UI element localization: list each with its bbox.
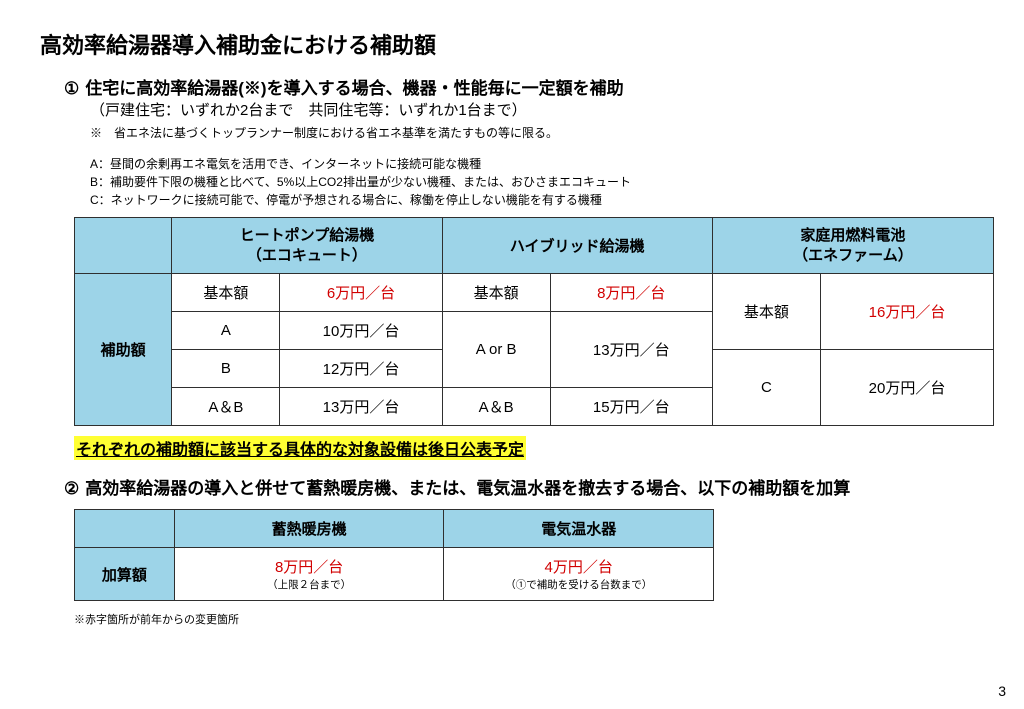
addition-table: 蓄熱暖房機 電気温水器 加算額 8万円／台 （上限２台まで） 4万円／台 （①で… [74,509,714,601]
page-title: 高効率給湯器導入補助金における補助額 [40,28,984,60]
item1-subline: （戸建住宅：いずれか2台まで 共同住宅等：いずれか1台まで） [90,99,984,120]
section-1: ① 住宅に高効率給湯器(※)を導入する場合、機器・性能毎に一定額を補助 （戸建住… [40,74,984,627]
item2-number: ② [64,479,79,499]
footnote: ※赤字箇所が前年からの変更箇所 [74,611,984,627]
cell-label: A＆B [442,388,550,426]
cell-value: 12万円／台 [280,350,442,388]
page-number: 3 [998,683,1006,699]
cell-label: B [172,350,280,388]
col-electric: 電気温水器 [444,510,714,548]
cell-value: 15万円／台 [550,388,712,426]
col-fuelcell: 家庭用燃料電池 （エネファーム） [712,218,993,274]
cell-label: 基本額 [712,274,820,350]
cell-value: 6万円／台 [280,274,442,312]
cell-label: C [712,350,820,426]
cell-label: A or B [442,312,550,388]
cell-value: 16万円／台 [820,274,993,350]
cell-addition-2: 4万円／台 （①で補助を受ける台数まで） [444,548,714,601]
cell-value: 8万円／台 [550,274,712,312]
item2-heading: 高効率給湯器の導入と併せて蓄熱暖房機、または、電気温水器を撤去する場合、以下の補… [85,474,850,499]
cell-value: 13万円／台 [550,312,712,388]
col-hybrid: ハイブリッド給湯機 [442,218,712,274]
col-heater: 蓄熱暖房機 [174,510,444,548]
cell-value: 13万円／台 [280,388,442,426]
item1-number: ① [64,79,79,99]
cell-value: 10万円／台 [280,312,442,350]
col-heatpump: ヒートポンプ給湯機 （エコキュート） [172,218,442,274]
cell-label: 基本額 [442,274,550,312]
highlight-note: それぞれの補助額に該当する具体的な対象設備は後日公表予定 [74,436,526,460]
item1-note: ※ 省エネ法に基づくトップランナー制度における省エネ基準を満たすもの等に限る。 [90,124,984,141]
row-addition-label: 加算額 [75,548,175,601]
item1-heading: 住宅に高効率給湯器(※)を導入する場合、機器・性能毎に一定額を補助 [85,74,623,99]
row-subsidy-label: 補助額 [75,274,172,426]
cell-label: A [172,312,280,350]
def-b: B：補助要件下限の機種と比べて、5%以上CO2排出量が少ない機種、または、おひさ… [90,173,984,191]
def-a: A：昼間の余剰再エネ電気を活用でき、インターネットに接続可能な機種 [90,155,984,173]
cell-label: 基本額 [172,274,280,312]
subsidy-table: ヒートポンプ給湯機 （エコキュート） ハイブリッド給湯機 家庭用燃料電池 （エネ… [74,217,994,426]
cell-addition-1: 8万円／台 （上限２台まで） [174,548,444,601]
def-c: C：ネットワークに接続可能で、停電が予想される場合に、稼働を停止しない機能を有す… [90,191,984,209]
cell-label: A＆B [172,388,280,426]
cell-value: 20万円／台 [820,350,993,426]
